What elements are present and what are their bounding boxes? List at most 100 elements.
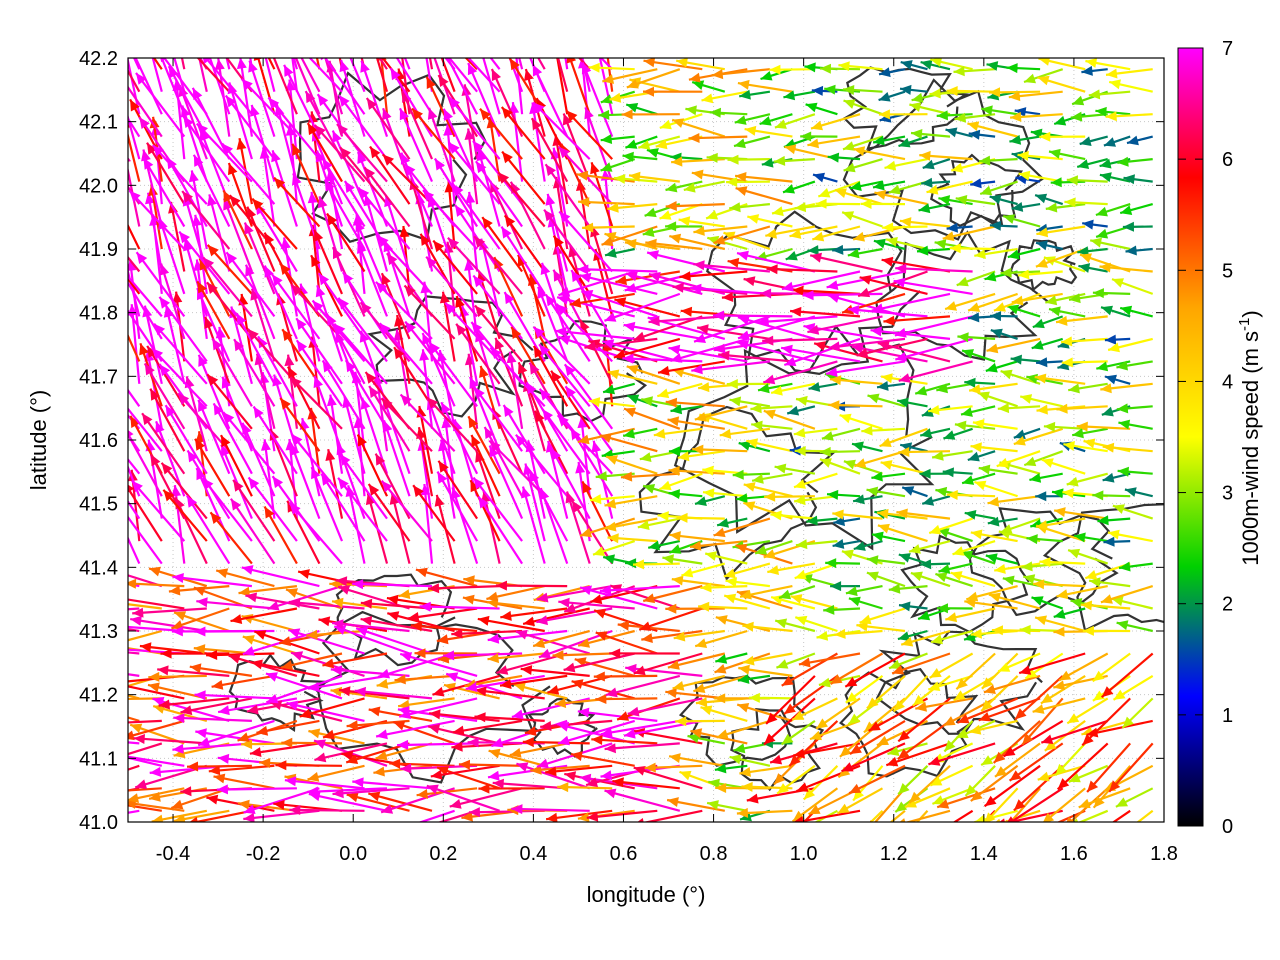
- wind-vector-shaft: [267, 58, 276, 70]
- wind-vector: [625, 663, 703, 677]
- wind-vector-shaft: [194, 438, 231, 497]
- wind-vector: [524, 68, 546, 137]
- wind-vector-head: [556, 12, 567, 23]
- wind-vector-head: [283, 23, 293, 35]
- wind-vector: [432, 239, 478, 295]
- wind-vector: [570, 269, 614, 340]
- wind-vector-head: [784, 144, 797, 155]
- wind-vector-head: [419, 349, 430, 361]
- wind-vector-head: [1010, 354, 1022, 365]
- wind-vector-head: [586, 811, 599, 822]
- wind-vector-shaft: [230, 607, 298, 623]
- wind-vector-shaft: [128, 116, 141, 138]
- wind-vector: [1036, 357, 1063, 368]
- wind-vector-head: [691, 169, 704, 180]
- wind-vector: [979, 155, 1018, 166]
- wind-vector-head: [1069, 293, 1081, 304]
- wind-vector-shaft: [128, 407, 163, 452]
- wind-vector: [723, 562, 771, 579]
- wind-vector-head: [128, 42, 137, 54]
- wind-vector: [554, 327, 635, 340]
- wind-vector: [152, 58, 163, 70]
- wind-vector: [394, 674, 455, 685]
- wind-vector: [470, 434, 501, 497]
- wind-vector-head: [965, 784, 977, 796]
- wind-vector-head: [776, 659, 789, 669]
- wind-vector-head: [783, 90, 796, 101]
- wind-vector: [989, 87, 1041, 98]
- wind-vector: [738, 441, 771, 453]
- wind-vector-head: [172, 291, 183, 304]
- wind-vector: [474, 686, 545, 700]
- wind-vector-head: [972, 419, 985, 429]
- wind-vector: [647, 540, 681, 551]
- wind-vector: [884, 158, 928, 171]
- wind-vector-head: [130, 99, 140, 112]
- wind-vector: [495, 580, 568, 591]
- wind-vector-head: [416, 0, 426, 9]
- wind-vector: [448, 96, 501, 160]
- wind-vector-head: [500, 610, 512, 621]
- wind-vector-head: [1054, 115, 1067, 126]
- y-tick-label: 41.9: [79, 239, 118, 261]
- wind-vector-head: [529, 470, 540, 483]
- wind-vector-head: [1036, 404, 1048, 415]
- wind-vector-head: [1019, 624, 1031, 635]
- wind-vector-head: [808, 804, 821, 815]
- wind-vector-head: [715, 654, 728, 664]
- wind-vector-head: [584, 341, 596, 352]
- wind-vector-head: [318, 616, 331, 627]
- wind-vector-shaft: [581, 58, 591, 92]
- wind-vector-head: [252, 198, 264, 211]
- wind-vector: [739, 585, 793, 600]
- wind-vector-head: [1003, 746, 1016, 757]
- wind-vector: [1035, 517, 1086, 530]
- wind-vector-shaft: [500, 226, 546, 295]
- wind-vector-head: [1064, 197, 1076, 208]
- wind-vector: [295, 339, 343, 407]
- wind-vector-head: [204, 316, 214, 329]
- wind-vector-head: [1057, 778, 1070, 790]
- wind-vector: [908, 764, 951, 804]
- wind-vector-head: [945, 612, 958, 623]
- wind-vector-shaft: [538, 343, 591, 407]
- wind-vector-head: [1113, 689, 1126, 700]
- wind-vector: [869, 810, 884, 822]
- wind-vector-shaft: [146, 142, 186, 205]
- wind-vector: [1010, 354, 1041, 365]
- wind-vector: [451, 741, 523, 752]
- wind-vector-head: [379, 828, 391, 837]
- wind-vector: [531, 63, 569, 138]
- wind-vector: [1066, 697, 1109, 725]
- wind-vector-shaft: [844, 652, 906, 688]
- wind-vector-shaft: [556, 414, 614, 475]
- wind-vector-head: [192, 87, 203, 100]
- wind-vector-shaft: [558, 600, 635, 610]
- wind-vector-shaft: [356, 241, 389, 317]
- wind-vector-head: [355, 220, 365, 233]
- wind-vector-head: [579, 272, 592, 283]
- wind-vector-head: [742, 655, 755, 666]
- wind-vector-head: [646, 148, 659, 158]
- wind-vector-head: [562, 113, 573, 126]
- wind-vector-head: [896, 508, 908, 519]
- wind-vector-head: [491, 69, 501, 82]
- wind-vector: [764, 491, 815, 502]
- wind-vector-head: [794, 495, 806, 506]
- wind-vector-head: [873, 180, 885, 191]
- wind-vector-shaft: [475, 160, 523, 228]
- wind-vector-head: [1056, 403, 1068, 414]
- wind-vector-head: [489, 445, 499, 458]
- wind-vector: [128, 694, 140, 700]
- wind-vector-head: [381, 273, 391, 286]
- wind-vector-head: [448, 142, 460, 154]
- wind-vector: [974, 809, 1018, 822]
- wind-vector: [736, 703, 793, 722]
- wind-vector: [550, 447, 591, 520]
- wind-vector: [283, 64, 321, 138]
- y-tick-label: 42.2: [79, 48, 118, 70]
- wind-vector: [1031, 337, 1064, 350]
- wind-vector-head: [593, 546, 605, 556]
- wind-vector: [356, 151, 389, 227]
- wind-vector: [232, 479, 276, 542]
